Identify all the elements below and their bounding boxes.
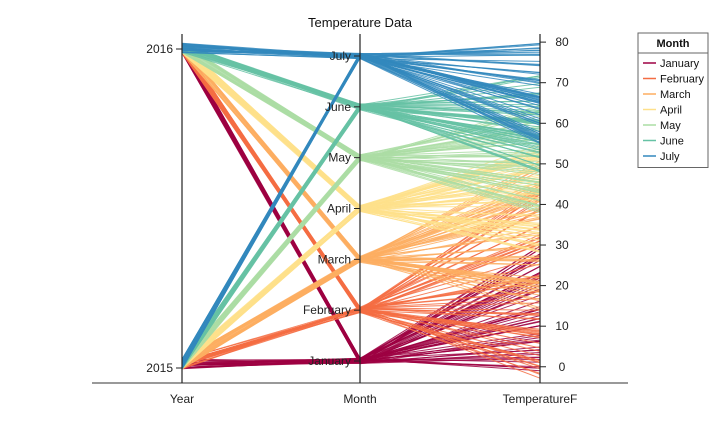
dimension-label: Month — [343, 392, 376, 406]
month-tick-label: February — [303, 303, 351, 317]
axes: Year Month TemperatureF 2015 2016 January Febr… — [92, 34, 628, 406]
legend-entry-label: May — [660, 120, 681, 132]
temperature-tick-label: 80 — [555, 35, 569, 49]
dimension-label: TemperatureF — [503, 392, 578, 406]
series-lines — [181, 42, 541, 379]
month-tick-label: April — [327, 202, 351, 216]
temperature-tick-label: 20 — [555, 279, 569, 293]
temperature-tick-label: 50 — [555, 157, 569, 171]
temperature-tick-label: 60 — [555, 116, 569, 130]
temperature-tick-label: 0 — [559, 360, 566, 374]
legend-box — [637, 32, 709, 168]
month-tick-label: May — [328, 151, 351, 165]
legend-entry-label: January — [660, 58, 700, 70]
temperature-tick-label: 70 — [555, 76, 569, 90]
month-tick-label: March — [318, 252, 351, 266]
legend-entry-label: June — [660, 136, 684, 148]
month-tick-label: January — [308, 354, 351, 368]
year-tick-label: 2016 — [146, 42, 173, 56]
chart-title: Temperature Data — [308, 15, 413, 30]
legend-entry-label: March — [660, 89, 691, 101]
legend-entry-label: July — [660, 151, 680, 163]
dimension-label: Year — [170, 392, 194, 406]
year-tick-label: 2015 — [146, 361, 173, 375]
temperature-tick-label: 30 — [555, 238, 569, 252]
legend-title: Month — [657, 38, 690, 50]
temperature-tick-label: 10 — [555, 319, 569, 333]
month-tick-label: July — [330, 49, 351, 63]
legend-entry-label: February — [660, 74, 705, 86]
temperature-tick-label: 40 — [555, 197, 569, 211]
legend: Month January February March April May June Jul… — [637, 32, 709, 168]
month-tick-label: June — [325, 100, 351, 114]
legend-entry-label: April — [660, 105, 682, 117]
